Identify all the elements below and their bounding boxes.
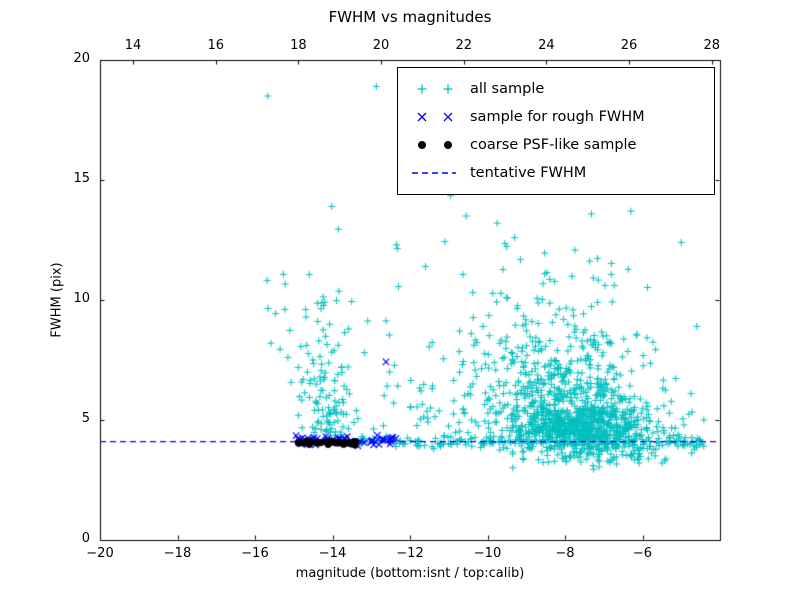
- y-tick-label: 10: [73, 291, 90, 307]
- plus-marker-icon: [417, 84, 453, 94]
- x-axis-label: magnitude (bottom:isnt / top:calib): [295, 566, 525, 581]
- x-tick-label-top: 20: [372, 38, 390, 53]
- x-tick-label-bottom: −8: [555, 546, 575, 561]
- x-tick-label-bottom: −12: [396, 546, 424, 561]
- x-tick-label-bottom: −16: [241, 546, 269, 561]
- x-tick-label-top: 22: [455, 38, 472, 53]
- x-marker-icon: [417, 112, 453, 122]
- x-tick-label-bottom: −6: [632, 546, 653, 561]
- y-tick-label: 5: [81, 411, 90, 427]
- y-tick-label: 15: [73, 171, 90, 187]
- x-tick-label-top: 24: [538, 38, 555, 53]
- legend-item-sample-for-rough-fwhm: sample for rough FWHM: [408, 103, 704, 131]
- y-tick-label: 20: [73, 51, 90, 67]
- x-tick-label-top: 16: [207, 38, 224, 53]
- dot-marker-icon: [418, 141, 452, 149]
- legend-label: all sample: [470, 81, 545, 97]
- x-tick-label-top: 18: [290, 38, 307, 53]
- legend: all sample sample for rough FWHM coarse PS…: [397, 67, 715, 195]
- legend-label: tentative FWHM: [470, 165, 587, 181]
- legend-label: coarse PSF-like sample: [470, 137, 637, 153]
- x-tick-label-top: 26: [620, 38, 638, 53]
- x-tick-label-bottom: −20: [86, 546, 114, 561]
- x-tick-label-bottom: −10: [473, 546, 502, 561]
- legend-item-tentative-fwhm: tentative FWHM: [408, 159, 704, 187]
- legend-item-all-sample: all sample: [408, 75, 704, 103]
- x-tick-label-top: 14: [124, 38, 142, 53]
- chart-title: FWHM vs magnitudes: [328, 8, 492, 26]
- y-tick-label: 0: [81, 531, 90, 547]
- x-tick-label-bottom: −18: [163, 546, 192, 561]
- x-tick-label-top: 28: [703, 38, 720, 53]
- dashed-line-marker-icon: [412, 172, 456, 174]
- x-tick-label-bottom: −14: [318, 546, 347, 561]
- legend-item-coarse-psf-like-sample: coarse PSF-like sample: [408, 131, 704, 159]
- legend-label: sample for rough FWHM: [470, 109, 645, 125]
